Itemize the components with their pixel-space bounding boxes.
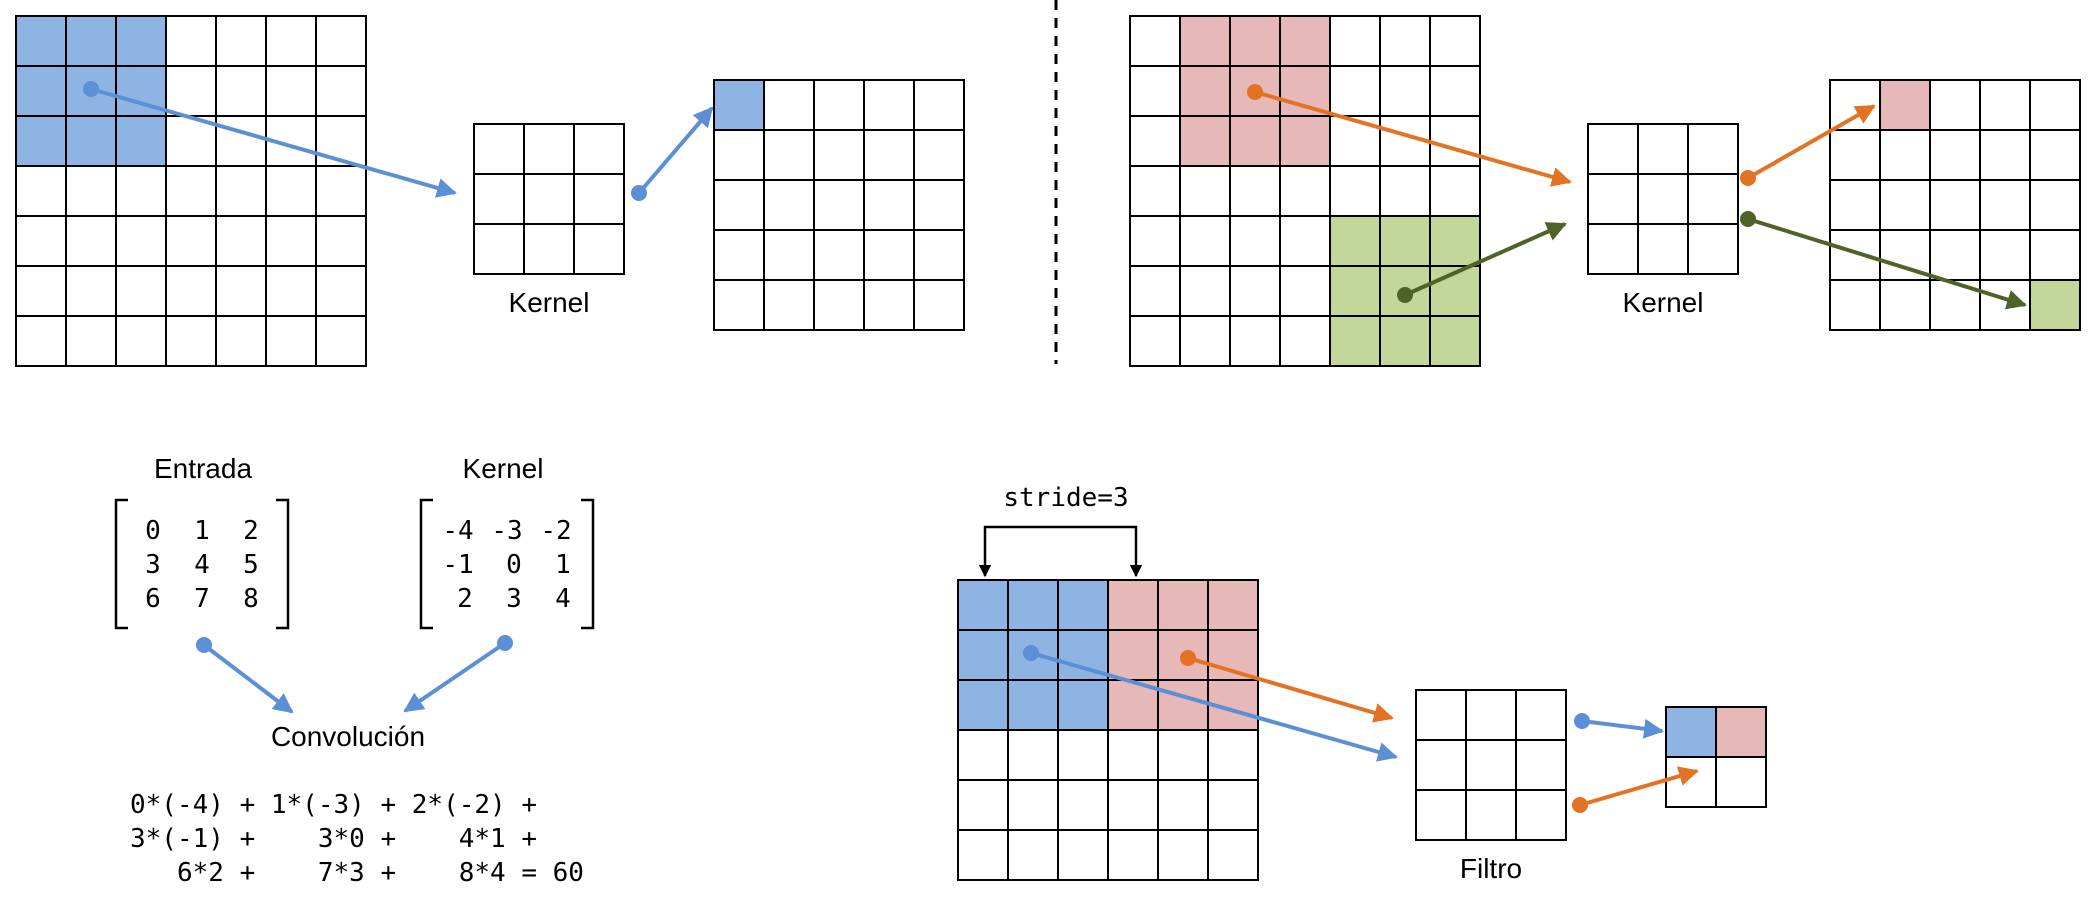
- input-cell: 7: [194, 584, 210, 614]
- arrow-kernel-to-output: [631, 106, 714, 201]
- arrow-pink-to-kernel: [1247, 84, 1572, 187]
- kernel-cell: -3: [491, 516, 522, 546]
- kernel-cell: 3: [506, 584, 522, 614]
- arrow-input-to-convolution: [196, 637, 294, 714]
- input-label: Entrada: [154, 453, 252, 484]
- kernel-cell: 4: [555, 584, 571, 614]
- arrow-kernel-to-convolution: [403, 635, 513, 713]
- input-cell: 3: [145, 550, 161, 580]
- kernel-label: Kernel: [1623, 287, 1704, 318]
- kernel-cell: -2: [540, 516, 571, 546]
- convolution-label: Convolución: [271, 721, 425, 752]
- kernel-matrix: -4 -3 -2 -1 0 1 2 3 4: [442, 516, 571, 614]
- input-cell: 2: [243, 516, 259, 546]
- filter-label: Filtro: [1460, 853, 1522, 884]
- kernel-label: Kernel: [509, 287, 590, 318]
- arrow-input-to-kernel: [83, 81, 457, 198]
- kernel-grid-3x3: [1587, 123, 1739, 275]
- bottom-left-panel: Entrada Kernel 0 1 2 3 4 5 6 7 8 -4 -3 -…: [114, 453, 595, 888]
- stride-label: stride=3: [1003, 483, 1128, 513]
- output-cell-green: [2030, 280, 2080, 330]
- input-cell: 1: [194, 516, 210, 546]
- input-matrix-brackets: [114, 498, 290, 630]
- input-grid-7x7: [15, 15, 367, 367]
- output-cell-pink: [1880, 80, 1930, 130]
- kernel-cell: 0: [506, 550, 522, 580]
- arrow-filter-to-pink-output: [1572, 766, 1699, 813]
- input-cell: 5: [243, 550, 259, 580]
- convolution-formula: 0*(-4) + 1*(-3) + 2*(-2) + 3*(-1) + 3*0 …: [130, 790, 584, 888]
- kernel-grid-3x3: [473, 123, 625, 275]
- bottom-right-panel: stride=3 Filtro: [957, 483, 1767, 884]
- kernel-label: Kernel: [463, 453, 544, 484]
- input-cell: 8: [243, 584, 259, 614]
- input-matrix: 0 1 2 3 4 5 6 7 8: [145, 516, 259, 614]
- input-grid-7x7: [1129, 15, 1481, 367]
- kernel-cell: -1: [442, 550, 473, 580]
- input-cell: 6: [145, 584, 161, 614]
- formula-line: 0*(-4) + 1*(-3) + 2*(-2) +: [130, 790, 537, 820]
- arrow-pink-to-filter: [1180, 650, 1394, 723]
- output-cell-highlight: [714, 80, 764, 130]
- arrow-green-to-kernel: [1397, 222, 1567, 303]
- kernel-cell: 1: [555, 550, 571, 580]
- top-left-panel: Kernel: [15, 15, 965, 367]
- filter-grid-3x3: [1415, 689, 1567, 841]
- input-grid-6x6: [957, 579, 1259, 881]
- formula-line: 6*2 + 7*3 + 8*4 = 60: [130, 858, 584, 888]
- top-right-panel: Kernel: [1129, 15, 2081, 367]
- kernel-cell: -4: [442, 516, 473, 546]
- kernel-cell: 2: [457, 584, 473, 614]
- output-grid-5x5: [1829, 79, 2081, 331]
- input-cell: 4: [194, 550, 210, 580]
- arrow-blue-to-filter: [1023, 645, 1398, 762]
- stride-bracket-arrow: [978, 525, 1143, 578]
- arrow-kernel-to-green-output: [1740, 211, 2027, 310]
- output-cell-blue: [1666, 707, 1716, 757]
- arrow-kernel-to-pink-output: [1740, 104, 1876, 186]
- arrow-filter-to-blue-output: [1574, 713, 1664, 739]
- output-grid-2x2: [1665, 706, 1767, 808]
- input-cell: 0: [145, 516, 161, 546]
- kernel-matrix-brackets: [419, 498, 595, 630]
- output-grid-5x5: [713, 79, 965, 331]
- output-cell-pink: [1716, 707, 1766, 757]
- formula-line: 3*(-1) + 3*0 + 4*1 +: [130, 824, 537, 854]
